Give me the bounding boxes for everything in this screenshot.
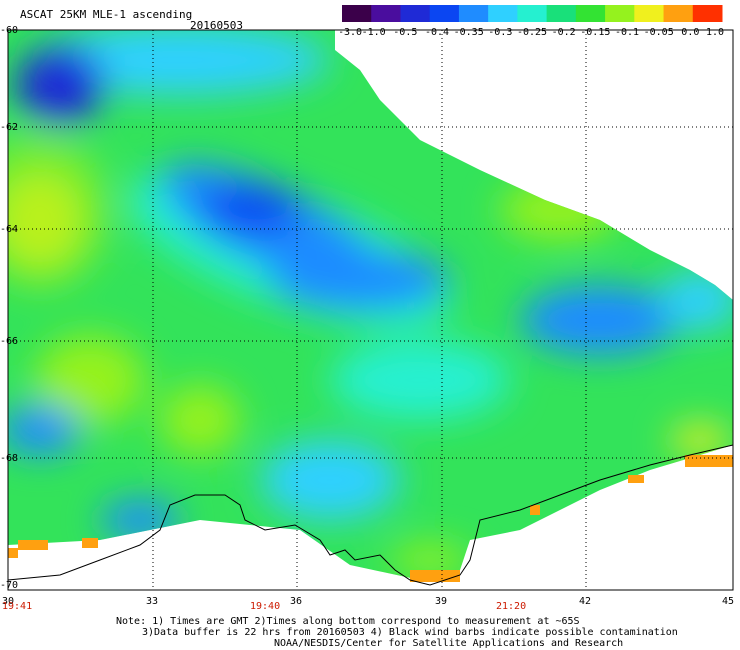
chart-title: ASCAT 25KM MLE-1 ascending: [20, 8, 193, 21]
lat-label: -66: [0, 336, 19, 347]
lat-label: -64: [0, 224, 19, 235]
colorbar-swatch: [458, 5, 489, 22]
colorbar-label: -0.2: [552, 27, 576, 36]
lon-label: 45: [722, 596, 735, 607]
lon-label: 42: [579, 596, 592, 607]
lon-label: 33: [146, 596, 159, 607]
colorbar-swatch: [575, 5, 606, 22]
coastline: [7, 444, 734, 586]
time-label: 19:40: [250, 601, 281, 612]
colorbar-swatch: [634, 5, 665, 22]
map-frame: [7, 29, 734, 591]
lon-label: 30: [2, 596, 15, 607]
lat-label: -68: [0, 453, 19, 464]
colorbar-label: 0.0: [681, 27, 699, 36]
colorbar-label: -1.0: [362, 27, 386, 36]
colorbar-label: -0.1: [615, 27, 639, 36]
colorbar-label: -0.05: [644, 27, 674, 36]
colorbar-label: -0.4: [425, 27, 449, 36]
colorbar-swatch: [605, 5, 635, 22]
chart-date: 20160503: [190, 19, 243, 32]
colorbar-swatch: [429, 5, 460, 22]
mle-field: [8, 30, 733, 580]
note-line: 3)Data buffer is 22 hrs from 20160503 4)…: [142, 627, 678, 638]
colorbar-label: -3.0: [340, 27, 362, 36]
graticule: [8, 30, 733, 590]
lat-label: -60: [0, 25, 19, 36]
colorbar-swatch: [546, 5, 577, 22]
lon-label: 36: [290, 596, 303, 607]
colorbar-swatch: [488, 5, 518, 22]
lon-label: 39: [435, 596, 448, 607]
lat-label: -70: [0, 580, 19, 591]
note-line: NOAA/NESDIS/Center for Satellite Applica…: [274, 638, 624, 649]
colorbar-swatch: [371, 5, 401, 22]
colorbar-label: -0.35: [454, 27, 484, 36]
colorbar-label: 1.0: [706, 27, 724, 36]
colorbar-label: -0.25: [517, 27, 547, 36]
time-label: 21:20: [496, 601, 527, 612]
colorbar: -3.0 -1.0 -0.5 -0.4 -0.35 -0.3 -0.25 -0.2 -0.15-…: [340, 5, 724, 36]
colorbar-swatch: [342, 5, 372, 22]
colorbar-swatch: [692, 5, 723, 22]
colorbar-label: -0.3: [488, 27, 512, 36]
colorbar-swatch: [663, 5, 694, 22]
colorbar-label: -0.5: [393, 27, 417, 36]
lat-label: -62: [0, 122, 19, 133]
time-label: 19:41: [2, 601, 33, 612]
colorbar-label: -0.15: [580, 27, 610, 36]
colorbar-swatch: [400, 5, 431, 22]
note-line: Note: 1) Times are GMT 2)Times along bot…: [116, 616, 580, 627]
colorbar-swatch: [517, 5, 548, 22]
